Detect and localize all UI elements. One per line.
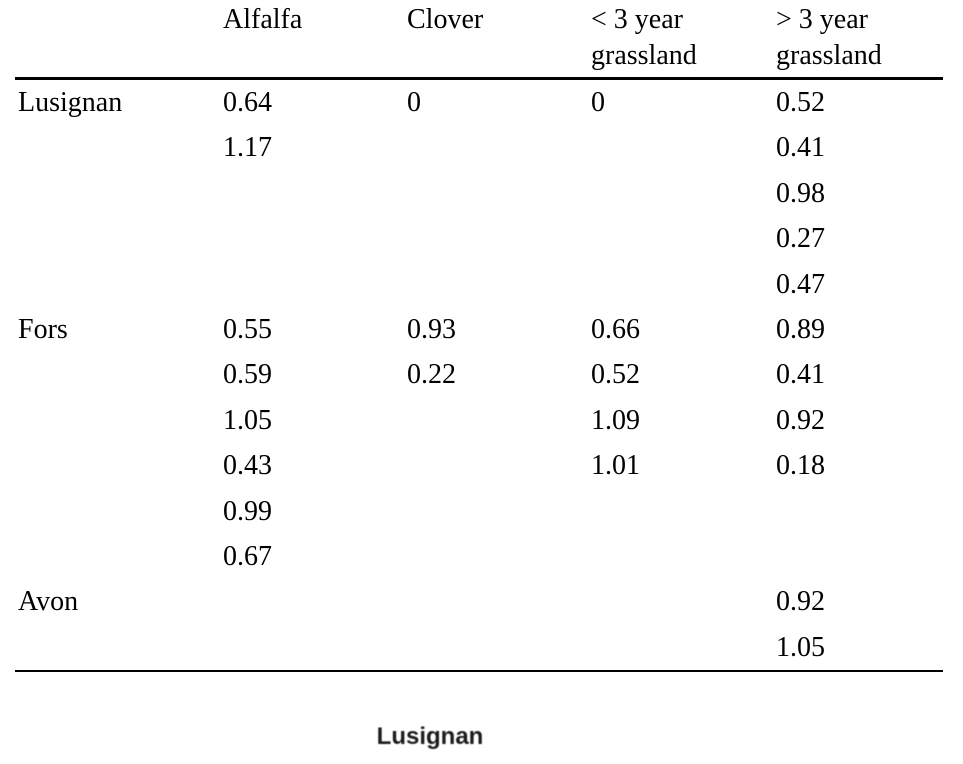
value-cell (588, 625, 773, 671)
value-cell: 1.05 (223, 404, 272, 436)
value-cell: 0.47 (776, 268, 825, 300)
value-cell (404, 171, 588, 216)
value-cell: 1.17 (223, 132, 272, 164)
value-cell (773, 534, 943, 579)
site-label-cell (15, 262, 220, 307)
header-clover: Clover (404, 0, 588, 80)
table-row: Lusignan 0.64 0 0 0.52 (15, 79, 943, 126)
value-cell: 0.93 (407, 314, 456, 346)
value-cell: 0.22 (407, 359, 456, 391)
value-cell: 1.01 (591, 450, 640, 482)
site-label-cell (15, 443, 220, 488)
value-cell (404, 534, 588, 579)
value-cell (588, 489, 773, 534)
site-label-cell (15, 125, 220, 170)
value-cell: 0.92 (776, 404, 825, 436)
table-row: 1.05 1.09 0.92 (15, 398, 943, 443)
value-cell (404, 443, 588, 488)
value-cell (404, 125, 588, 170)
value-cell: 0.59 (223, 359, 272, 391)
value-cell (404, 398, 588, 443)
table-row: 0.99 (15, 489, 943, 534)
site-label-cell (15, 216, 220, 261)
site-label-cell (15, 625, 220, 671)
value-cell (220, 625, 404, 671)
value-cell: 0.27 (776, 223, 825, 255)
table-body: Lusignan 0.64 0 0 0.52 1.17 0.41 0.98 0.27 0.47 Fo… (15, 79, 943, 672)
header-gt3-year-grassland: > 3 year grassland (773, 0, 943, 80)
table-row: 0.27 (15, 216, 943, 261)
value-cell: 0.52 (776, 87, 825, 118)
site-label-cell (15, 398, 220, 443)
value-cell: 0.98 (776, 177, 825, 209)
table-row: 0.47 (15, 262, 943, 307)
site-label-cell: Avon (18, 586, 79, 618)
site-label-cell: Lusignan (18, 87, 123, 118)
value-cell: 0 (407, 87, 421, 118)
value-cell (220, 216, 404, 261)
value-cell (220, 171, 404, 216)
value-cell (404, 216, 588, 261)
header-site (15, 0, 220, 80)
value-cell: 0.89 (776, 314, 825, 346)
value-cell (588, 216, 773, 261)
value-cell (404, 489, 588, 534)
site-label-cell (15, 534, 220, 579)
value-cell (404, 579, 588, 624)
table-header: Alfalfa Clover < 3 year grassland > 3 ye… (15, 0, 943, 80)
value-cell: 0.67 (223, 541, 272, 573)
value-cell (588, 579, 773, 624)
header-alfalfa: Alfalfa (220, 0, 404, 80)
value-cell (404, 262, 588, 307)
value-cell (588, 534, 773, 579)
value-cell: 0.41 (776, 132, 825, 164)
value-cell: 0.52 (591, 359, 640, 391)
value-cell: 0.92 (776, 586, 825, 618)
table-row: 1.05 (15, 625, 943, 671)
value-cell: 0.43 (223, 450, 272, 482)
value-cell: 0.18 (776, 450, 825, 482)
value-cell: 1.09 (591, 404, 640, 436)
site-label-cell (15, 352, 220, 397)
value-cell: 0 (591, 87, 605, 118)
value-cell (220, 262, 404, 307)
table-row: 0.67 (15, 534, 943, 579)
site-label-cell (15, 489, 220, 534)
value-cell: 0.99 (223, 495, 272, 527)
value-cell: 1.05 (776, 631, 825, 663)
table-row: 1.17 0.41 (15, 125, 943, 170)
value-cell (773, 489, 943, 534)
header-row: Alfalfa Clover < 3 year grassland > 3 ye… (15, 0, 943, 80)
table-row: 0.98 (15, 171, 943, 216)
value-cell: 0.55 (223, 314, 272, 346)
table-row: Avon 0.92 (15, 579, 943, 624)
figure-axis-label: Lusignan (376, 723, 484, 750)
table-row: 0.59 0.22 0.52 0.41 (15, 352, 943, 397)
value-cell (588, 171, 773, 216)
value-cell: 0.41 (776, 359, 825, 391)
site-label-cell (15, 171, 220, 216)
value-cell: 0.66 (591, 314, 640, 346)
table-row: Fors 0.55 0.93 0.66 0.89 (15, 307, 943, 352)
value-cell (588, 125, 773, 170)
value-cell (220, 579, 404, 624)
results-table: Alfalfa Clover < 3 year grassland > 3 ye… (15, 0, 943, 672)
value-cell (404, 625, 588, 671)
value-cell: 0.64 (223, 87, 272, 118)
value-cell (588, 262, 773, 307)
site-label-cell: Fors (18, 314, 68, 346)
header-lt3-year-grassland: < 3 year grassland (588, 0, 773, 80)
table-row: 0.43 1.01 0.18 (15, 443, 943, 488)
